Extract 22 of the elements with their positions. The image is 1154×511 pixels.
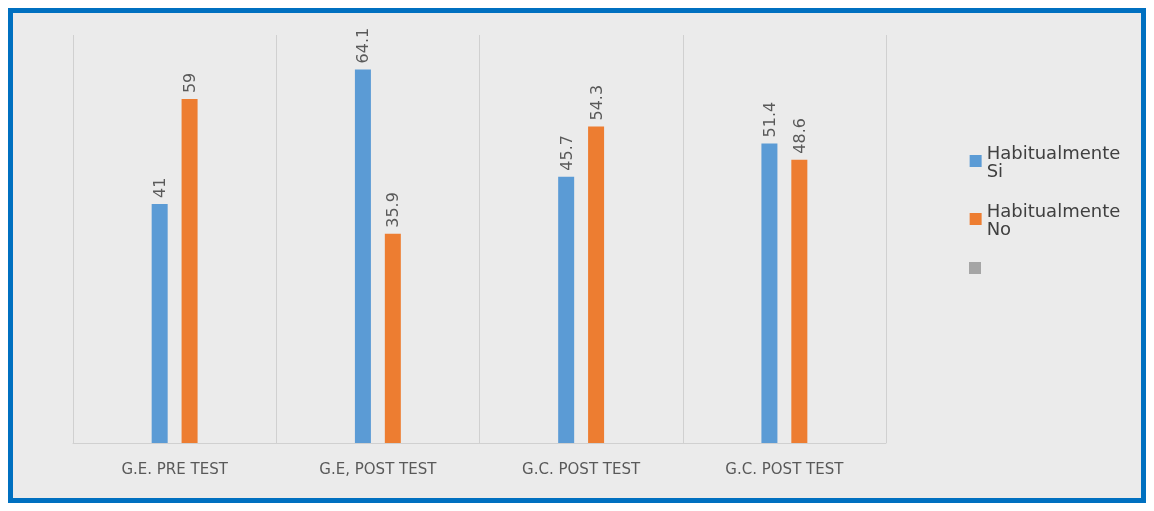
- data-label: 64.1: [353, 27, 373, 64]
- x-tick-label: G.C. POST TEST: [725, 459, 845, 478]
- bar: [588, 126, 605, 443]
- bar: [791, 159, 808, 443]
- bar: [761, 143, 778, 443]
- data-label: 59: [180, 72, 200, 94]
- data-label: 51.4: [759, 101, 779, 138]
- bar: [151, 204, 168, 443]
- data-label: 41: [150, 177, 170, 199]
- data-label: 48.6: [789, 118, 809, 154]
- bar: [354, 69, 371, 443]
- data-label: 54.3: [586, 84, 606, 121]
- x-tick-label: G.E. PRE TEST: [121, 459, 229, 478]
- x-tick-label: G.E, POST TEST: [319, 459, 438, 478]
- data-label: 35.9: [383, 192, 403, 228]
- x-tick-label: G.C. POST TEST: [522, 459, 641, 478]
- bar: [384, 233, 401, 443]
- bar: [181, 99, 198, 443]
- data-label: 45.7: [556, 135, 576, 171]
- legend-label: Habitualmente No: [986, 199, 1126, 239]
- legend-label: Habitualmente Si: [986, 141, 1126, 181]
- bar: [558, 176, 575, 443]
